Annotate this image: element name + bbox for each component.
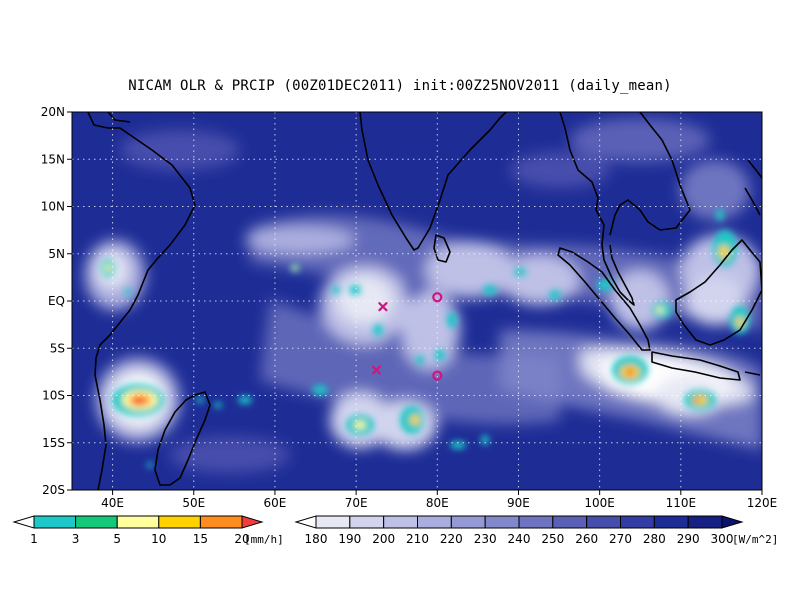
lon-tick-label: 60E — [264, 496, 287, 510]
colorbar-bin — [484, 515, 520, 529]
storm-markers — [371, 292, 443, 381]
colorbar-bin — [450, 515, 486, 529]
lat-tick-label: 5N — [48, 247, 65, 261]
lat-tick-label: 15N — [41, 152, 65, 166]
colorbar-label: 290 — [677, 532, 700, 546]
olr-colorbar: 180 190 200 210 220 230 240 250 260 270 280 290 300[… — [294, 515, 778, 546]
colorbar-label: 1 — [30, 532, 38, 546]
colorbar-label: 20 — [234, 532, 249, 546]
lat-tick-label: 20S — [42, 483, 65, 497]
colorbar-bin — [552, 515, 588, 529]
lon-tick-label: 70E — [345, 496, 368, 510]
colorbar-bin — [158, 515, 201, 529]
colorbar-high-arrow — [241, 515, 264, 529]
colorbar-label: 180 — [305, 532, 328, 546]
lon-tick-label: 40E — [101, 496, 124, 510]
colorbar-label: 270 — [609, 532, 632, 546]
colorbar-bin — [417, 515, 452, 529]
colorbar-bin — [518, 515, 554, 529]
colorbar-low-arrow — [12, 515, 35, 529]
lat-tick-label: 5S — [50, 341, 65, 355]
lon-tick-label: 50E — [182, 496, 205, 510]
colorbar-label: 240 — [508, 532, 531, 546]
lat-tick-label: 10S — [42, 389, 65, 403]
lat-tick-label: 20N — [41, 105, 65, 119]
x-marker — [371, 365, 382, 375]
o-marker — [432, 370, 443, 381]
lat-tick-label: 15S — [42, 436, 65, 450]
colorbar-bin — [620, 515, 655, 529]
colorbar-label: 200 — [372, 532, 395, 546]
lat-tick-label: 10N — [41, 200, 65, 214]
colorbar-label: 220 — [440, 532, 463, 546]
colorbar-bin — [349, 515, 385, 529]
colorbar-bin — [383, 515, 418, 529]
lon-tick-label: 80E — [426, 496, 449, 510]
colorbar-label: 230 — [474, 532, 497, 546]
colorbar-high-arrow — [721, 515, 744, 529]
lon-tick-label: 110E — [666, 496, 697, 510]
x-marker — [378, 302, 388, 312]
colorbar-label: 210 — [406, 532, 429, 546]
colorbar-label: 250 — [541, 532, 564, 546]
colorbar-label: 280 — [643, 532, 666, 546]
colorbar-label: 260 — [575, 532, 598, 546]
colorbar-bin — [33, 515, 77, 529]
colorbar-bin — [116, 515, 160, 529]
precip-colorbar: 1 3 5 10 15 20[mm/h] — [12, 515, 284, 546]
colorbar-bin — [315, 515, 351, 529]
o-marker — [432, 292, 443, 303]
coastlines — [87, 112, 762, 490]
map-title: NICAM OLR & PRCIP (00Z01DEC2011) init:00… — [128, 78, 672, 94]
colorbar-unit: [W/m^2] — [732, 533, 778, 546]
map-axes: 20N 15N 10N 5N EQ 5S 10S 15S 20S 40E 50E 60E 70E 80E 9… — [41, 105, 778, 510]
colorbar-label: 15 — [193, 532, 208, 546]
colorbar-label: 190 — [338, 532, 361, 546]
colorbar-label: 3 — [72, 532, 80, 546]
colorbar-label: 300 — [711, 532, 734, 546]
colorbar-unit: [mm/h] — [244, 533, 284, 546]
colorbar-label: 10 — [151, 532, 166, 546]
lat-tick-label: EQ — [48, 294, 65, 308]
colorbar-bin — [75, 515, 118, 529]
colorbar-label: 5 — [113, 532, 121, 546]
lon-tick-label: 90E — [507, 496, 530, 510]
lon-tick-label: 120E — [747, 496, 778, 510]
colorbar-bin — [653, 515, 689, 529]
colorbar-low-arrow — [294, 515, 317, 529]
colorbar-bin — [586, 515, 622, 529]
colorbar-bin — [687, 515, 723, 529]
colorbar-bin — [199, 515, 243, 529]
lon-tick-label: 100E — [584, 496, 615, 510]
